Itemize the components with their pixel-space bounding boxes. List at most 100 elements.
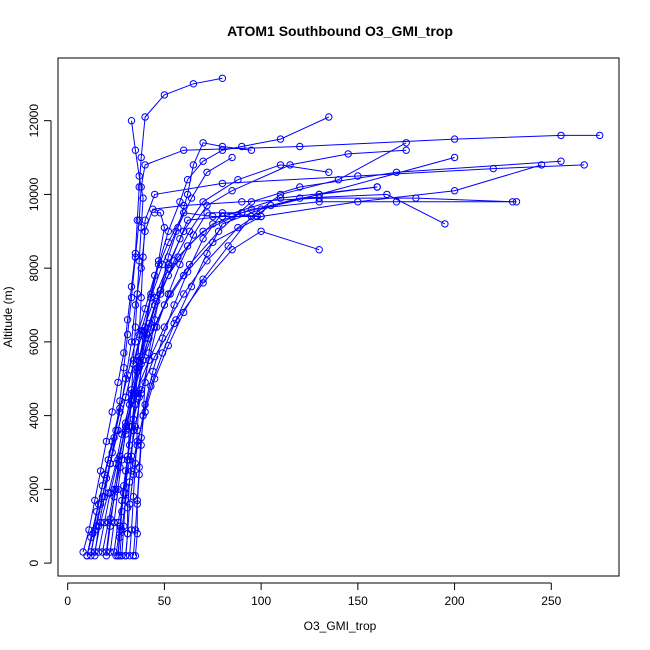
data-point [114, 426, 122, 435]
data-point [334, 176, 343, 184]
chart-title: ATOM1 Southbound O3_GMI_trop [227, 23, 453, 39]
series-line [109, 201, 517, 553]
data-point [383, 190, 391, 199]
data-point [203, 249, 211, 258]
data-point [450, 135, 459, 143]
data-point [110, 548, 118, 556]
data-point [135, 470, 143, 479]
data-point [164, 290, 173, 298]
x-tick-label: 150 [348, 594, 368, 608]
data-point [123, 452, 132, 460]
data-point [228, 212, 236, 221]
data-point [151, 323, 159, 331]
data-point [180, 308, 188, 317]
data-point [392, 198, 401, 206]
data-point [147, 382, 155, 390]
y-tick-label: 8000 [27, 254, 41, 281]
data-point [580, 161, 588, 169]
data-point [135, 257, 143, 265]
series-profile [122, 161, 588, 560]
series-line [134, 142, 252, 556]
series-profile [79, 74, 227, 556]
data-point [98, 493, 107, 501]
data-point [141, 113, 149, 121]
data-point [172, 316, 180, 324]
data-point [131, 552, 140, 560]
data-point [344, 150, 352, 158]
data-point [228, 153, 236, 162]
data-point [158, 334, 167, 342]
data-point [141, 161, 149, 169]
data-point [147, 323, 155, 331]
data-point [238, 142, 246, 151]
data-point [79, 548, 87, 556]
data-point [156, 290, 165, 298]
data-point [123, 330, 132, 339]
data-point [96, 467, 105, 475]
data-point [129, 360, 138, 368]
data-point [176, 235, 184, 243]
data-point [183, 190, 192, 199]
data-point [228, 246, 236, 254]
data-point [131, 146, 140, 154]
y-tick-label: 4000 [27, 402, 41, 429]
data-point [160, 223, 169, 232]
data-point [133, 500, 142, 508]
data-point [125, 456, 134, 464]
data-point [160, 323, 169, 331]
y-tick-label: 0 [27, 559, 41, 566]
data-point [180, 146, 188, 154]
data-point [133, 389, 142, 398]
data-point [139, 327, 147, 335]
series-line [117, 230, 320, 556]
data-point [180, 209, 188, 217]
data-point [100, 518, 109, 527]
data-point [118, 507, 126, 516]
data-point [354, 172, 362, 180]
y-axis: 0 2000 4000 6000 8000 10000 12000 [27, 104, 52, 566]
data-point [164, 271, 173, 280]
series-profile [110, 209, 246, 556]
x-tick-label: 100 [251, 594, 271, 608]
data-point [114, 378, 122, 387]
data-point [189, 80, 198, 88]
data-point [116, 552, 124, 560]
data-point [91, 496, 99, 505]
data-point [151, 316, 159, 324]
data-point [116, 397, 124, 405]
data-point [133, 216, 142, 224]
data-point [125, 500, 134, 508]
series-profile [116, 139, 410, 560]
data-point [557, 131, 565, 140]
data-point [189, 231, 198, 239]
data-point [286, 161, 294, 169]
data-point [120, 482, 128, 490]
data-point [141, 378, 149, 387]
series-line [119, 142, 407, 556]
data-point [131, 323, 140, 331]
data-point [218, 74, 227, 83]
x-axis-label: O3_GMI_trop [304, 619, 377, 633]
data-point [89, 529, 97, 538]
y-tick-label: 6000 [27, 328, 41, 355]
data-point [118, 526, 126, 534]
data-point [110, 493, 118, 501]
data-point [247, 146, 256, 154]
data-point [98, 548, 107, 556]
data-point [122, 430, 130, 438]
series-line [115, 149, 407, 556]
data-point [189, 161, 198, 169]
data-point [325, 113, 333, 121]
data-point [120, 349, 128, 357]
series-line [117, 212, 165, 556]
data-point [87, 552, 95, 560]
data-point [106, 459, 114, 468]
series-profile [125, 113, 333, 560]
data-point [135, 183, 143, 191]
data-point [557, 157, 565, 165]
data-point [224, 242, 232, 250]
data-point [133, 529, 142, 538]
series-line [125, 164, 585, 556]
data-point [127, 423, 136, 431]
series-profile [98, 157, 565, 556]
